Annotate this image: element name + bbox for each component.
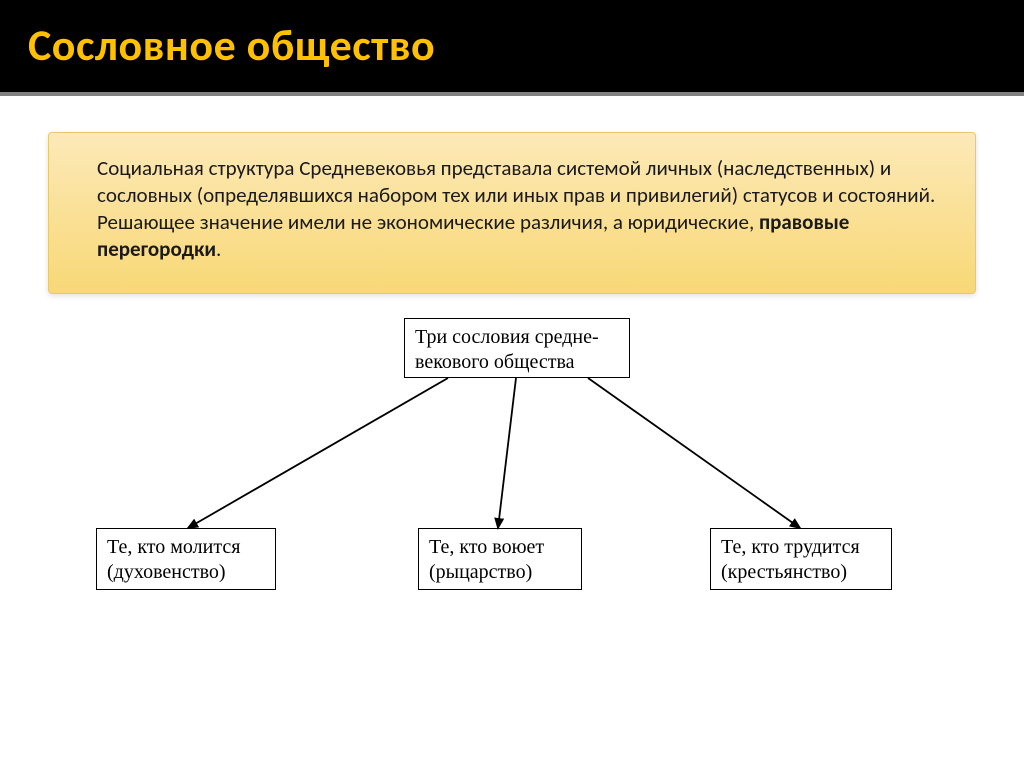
child2-line2: (рыцарство) — [429, 561, 532, 583]
diagram-root-node: Три сословия средне- векового общества — [404, 318, 630, 378]
slide-header: Сословное общество — [0, 0, 1024, 96]
estate-diagram: Три сословия средне- векового общества Т… — [48, 318, 976, 658]
paragraph-suffix: . — [216, 236, 221, 262]
child3-line1: Те, кто трудится — [721, 536, 860, 558]
child1-line1: Те, кто молится — [107, 536, 240, 558]
child1-line2: (духовенство) — [107, 561, 226, 583]
diagram-child-knights: Те, кто воюет (рыцарство) — [418, 528, 582, 590]
root-line1: Три сословия средне- — [415, 326, 599, 348]
intro-paragraph-box: Социальная структура Средневековья предс… — [48, 132, 976, 294]
root-line2: векового общества — [415, 351, 575, 373]
diagram-child-peasants: Те, кто трудится (крестьянство) — [710, 528, 892, 590]
content-area: Социальная структура Средневековья предс… — [0, 96, 1024, 658]
slide-title: Сословное общество — [28, 18, 996, 72]
child2-line1: Те, кто воюет — [429, 536, 544, 558]
child3-line2: (крестьянство) — [721, 561, 847, 583]
diagram-child-clergy: Те, кто молится (духовенство) — [96, 528, 276, 590]
